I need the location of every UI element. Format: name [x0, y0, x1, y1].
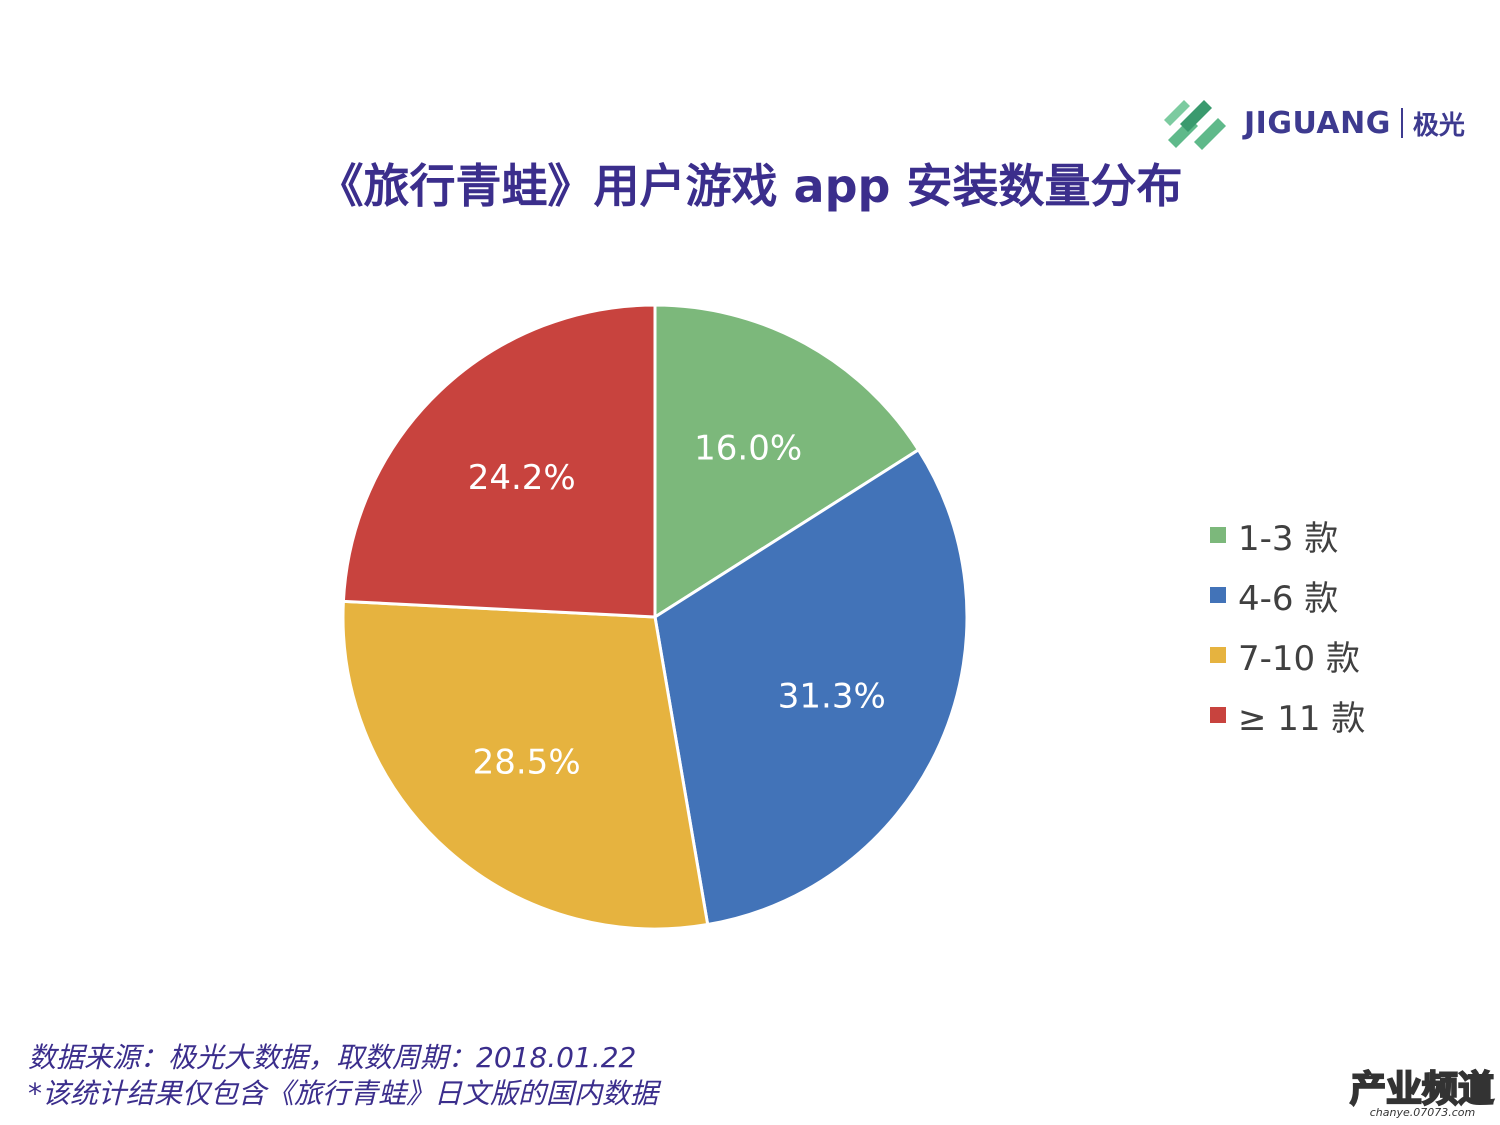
legend-item-1: 1-3 款	[1210, 505, 1365, 565]
legend-swatch	[1210, 527, 1226, 543]
pie-slice-1	[653, 303, 921, 620]
legend-item-2: 4-6 款	[1210, 565, 1365, 625]
slice-data-label-1: 16.0%	[694, 428, 802, 468]
source-line-2: *该统计结果仅包含《旅行青蛙》日文版的国内数据	[28, 1077, 659, 1110]
legend-label: 4-6 款	[1238, 578, 1339, 619]
pie-slice-3	[341, 599, 710, 931]
pie-slice-4	[341, 303, 657, 619]
slice-data-label-4: 24.2%	[468, 458, 576, 498]
chart-title: 《旅行青蛙》用户游戏 app 安装数量分布	[317, 159, 1183, 213]
legend-label: ≥ 11 款	[1238, 698, 1366, 739]
brand-logo: JIGUANG 极光	[1160, 88, 1480, 158]
legend-swatch	[1210, 707, 1226, 723]
legend-label: 7-10 款	[1238, 638, 1360, 679]
watermark: 产业频道 chanye.07073.com	[1349, 1060, 1495, 1120]
legend-swatch	[1210, 647, 1226, 663]
legend-label: 1-3 款	[1238, 518, 1339, 559]
watermark-text: 产业频道	[1349, 1068, 1495, 1111]
chart-legend: 1-3 款 4-6 款 7-10 款 ≥ 11 款	[1210, 505, 1365, 745]
slice-data-label-3: 28.5%	[473, 743, 581, 783]
jiguang-logo-icon	[1164, 100, 1226, 150]
pie-slice-2	[653, 447, 969, 927]
source-line-1: 数据来源：极光大数据，取数周期：2018.01.22	[28, 1041, 637, 1074]
legend-swatch	[1210, 587, 1226, 603]
logo-divider	[1400, 108, 1403, 138]
legend-item-3: 7-10 款	[1210, 625, 1365, 685]
slice-data-label-2: 31.3%	[778, 676, 886, 716]
logo-wordmark: JIGUANG	[1244, 105, 1391, 141]
data-source-note: 数据来源：极光大数据，取数周期：2018.01.22 *该统计结果仅包含《旅行青…	[28, 1040, 658, 1112]
legend-item-4: ≥ 11 款	[1210, 685, 1365, 745]
logo-chinese: 极光	[1412, 110, 1465, 141]
watermark-url: chanye.07073.com	[1369, 1106, 1476, 1119]
